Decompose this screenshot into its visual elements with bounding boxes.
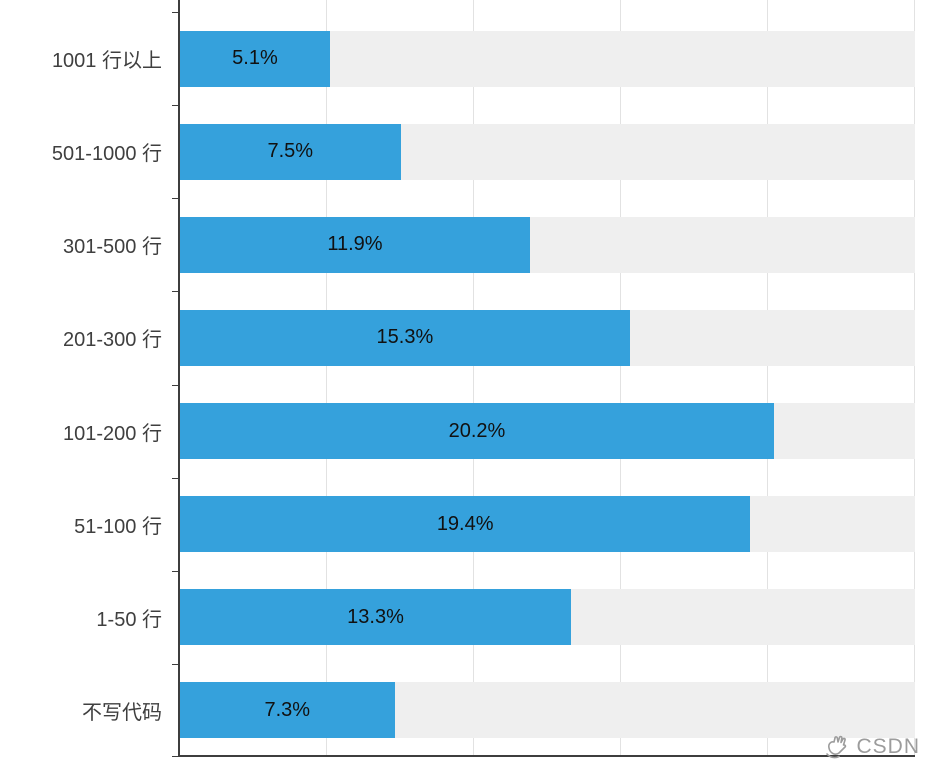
bar-value-label: 13.3% [347,605,404,628]
bar: 7.5% [180,123,401,180]
bar-row: 20.2% [180,403,915,460]
category-label: 501-1000 行 [51,143,162,166]
y-axis-tick [172,570,179,572]
y-axis-tick [172,198,179,200]
bar: 19.4% [180,496,751,553]
bar-row: 11.9% [180,216,915,273]
gridline [473,0,474,755]
y-axis-tick [172,12,179,13]
category-label: 1001 行以上 [51,50,162,73]
category-label: 201-300 行 [63,329,162,352]
gridline [620,0,621,755]
bar: 7.3% [180,682,395,739]
bar-value-label: 20.2% [448,419,506,442]
category-label: 不写代码 [82,701,162,724]
category-label: 1-50 行 [96,608,162,631]
bar-row: 15.3% [180,309,915,366]
y-axis-tick [172,105,179,107]
plot-area: 5.1% 7.5% 11.9% 15.3% 20.2% 19.4% 13.3% 7.3% [172,0,915,757]
category-label: 301-500 行 [63,236,162,259]
bar-value-label: 11.9% [327,233,383,256]
watermark-text: CSDN [856,735,920,758]
bar-row: 7.5% [180,123,915,180]
bar-value-label: 5.1% [232,47,278,70]
bar: 15.3% [180,309,630,366]
csdn-hand-logo-icon [824,734,850,760]
csdn-watermark: CSDN [824,734,920,760]
y-axis-tick [172,663,179,665]
bar-row: 19.4% [180,496,915,553]
bar-row: 13.3% [180,589,915,646]
gridline [767,0,768,755]
bar-value-label: 19.4% [436,512,494,535]
bar-row: 7.3% [180,682,915,739]
bar: 20.2% [180,403,774,460]
bar: 11.9% [180,216,530,273]
bar: 5.1% [180,30,330,87]
bar: 13.3% [180,589,572,646]
y-axis-tick [172,291,179,293]
bar-value-label: 7.3% [264,698,311,721]
gridline [914,0,915,755]
gridline [326,0,327,755]
category-labels: 1001 行以上 501-1000 行 301-500 行 201-300 行 101-… [0,0,170,757]
category-label: 51-100 行 [74,515,162,538]
bar-row: 5.1% [180,30,915,87]
bar-value-label: 7.5% [267,140,314,163]
bar-value-label: 15.3% [376,326,434,349]
y-axis-tick [172,756,179,757]
y-axis-tick [172,384,179,386]
category-label: 101-200 行 [63,422,162,445]
y-axis-tick [172,477,179,479]
